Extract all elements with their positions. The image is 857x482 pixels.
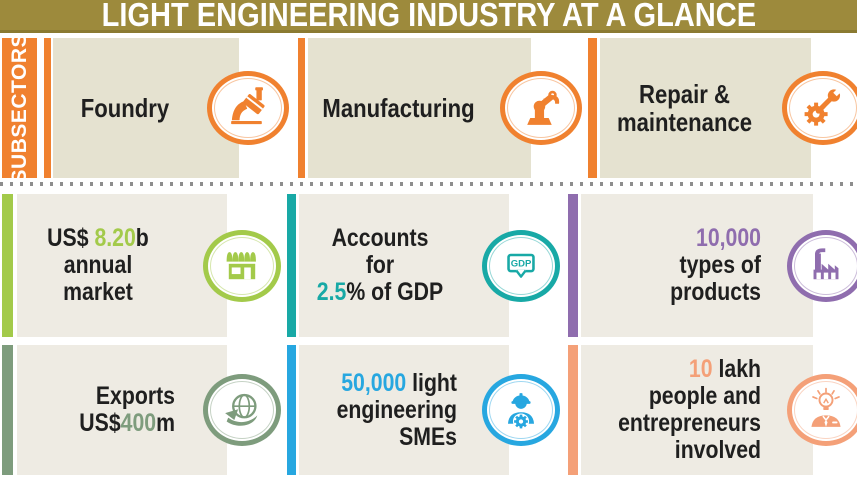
entrepreneur-idea-icon bbox=[787, 374, 857, 446]
stat-exports: Exports US$400m bbox=[2, 345, 281, 475]
stat-card: Accounts for 2.5% of GDP GDP bbox=[299, 194, 560, 337]
accent-stripe bbox=[287, 345, 296, 475]
subsector-label: Foundry bbox=[80, 93, 170, 123]
stat-line: engineering bbox=[336, 395, 457, 424]
stat-card: 10 lakh people and entrepreneurs involve… bbox=[581, 345, 857, 475]
stat-text: Accounts for 2.5% of GDP bbox=[303, 194, 457, 337]
subsector-label: Repair & maintenance bbox=[616, 79, 753, 137]
stat-line: people and bbox=[648, 382, 761, 410]
stat-line: 2.5% of GDP bbox=[316, 278, 444, 306]
stat-line: 10 lakh bbox=[688, 355, 761, 383]
stat-line: involved bbox=[674, 436, 761, 464]
subsector-foundry: Foundry bbox=[44, 38, 289, 178]
subsector-manufacturing: Manufacturing bbox=[298, 38, 582, 178]
stat-text: 50,000 light engineering SMEs bbox=[303, 345, 457, 475]
stat-value: 2.5 bbox=[316, 278, 347, 306]
accent-stripe bbox=[2, 345, 13, 475]
stat-people-involved: 10 lakh people and entrepreneurs involve… bbox=[568, 345, 857, 475]
storefront-icon bbox=[203, 229, 281, 302]
stat-smes: 50,000 light engineering SMEs bbox=[287, 345, 560, 475]
robot-arm-icon bbox=[500, 71, 582, 145]
subsector-repair-maintenance: Repair & maintenance bbox=[588, 38, 857, 178]
globe-export-arrow-icon bbox=[203, 374, 281, 446]
subsectors-vertical-label: SUBSECTORS bbox=[2, 33, 37, 183]
stat-text: 10,000 types of products bbox=[585, 194, 761, 337]
stat-line: products bbox=[670, 278, 761, 306]
stat-card: US$ 8.20b annual market bbox=[17, 194, 281, 337]
stat-line: types of bbox=[679, 251, 761, 279]
stat-line: US$ 8.20b bbox=[47, 224, 149, 252]
stat-line: Exports bbox=[95, 382, 175, 410]
stat-line: entrepreneurs bbox=[618, 409, 761, 437]
stat-line: US$400m bbox=[79, 409, 175, 437]
accent-stripe bbox=[2, 194, 13, 337]
stat-card: Exports US$400m bbox=[17, 345, 281, 475]
subsector-card: Manufacturing bbox=[308, 38, 582, 178]
foundry-ladle-icon bbox=[207, 71, 289, 145]
stat-card: 10,000 types of products bbox=[581, 194, 857, 337]
gdp-badge-icon: GDP bbox=[482, 229, 560, 302]
engineer-worker-icon bbox=[482, 374, 560, 446]
stat-line: annual market bbox=[63, 251, 133, 306]
stat-value: 10,000 bbox=[696, 224, 761, 252]
factory-icon bbox=[787, 229, 857, 302]
accent-stripe bbox=[287, 194, 296, 337]
stat-value: 10 bbox=[688, 355, 713, 383]
header-bar: LIGHT ENGINEERING INDUSTRY AT A GLANCE bbox=[0, 0, 857, 33]
stat-line: Accounts for bbox=[331, 224, 429, 279]
stat-text: 10 lakh people and entrepreneurs involve… bbox=[585, 345, 761, 475]
svg-text:GDP: GDP bbox=[511, 258, 532, 269]
stat-value: 400 bbox=[120, 409, 157, 437]
dotted-separator bbox=[0, 182, 857, 186]
stat-line: 50,000 light bbox=[341, 368, 457, 397]
page-title: LIGHT ENGINEERING INDUSTRY AT A GLANCE bbox=[101, 0, 756, 33]
subsector-card: Repair & maintenance bbox=[600, 38, 857, 178]
accent-stripe bbox=[568, 345, 578, 475]
stat-line: 10,000 bbox=[611, 225, 761, 252]
stat-gdp-share: Accounts for 2.5% of GDP GDP bbox=[287, 194, 560, 337]
stat-annual-market: US$ 8.20b annual market bbox=[2, 194, 281, 337]
stat-line: SMEs bbox=[399, 422, 457, 451]
accent-stripe bbox=[298, 38, 305, 178]
stat-value: 50,000 bbox=[341, 368, 407, 397]
accent-stripe bbox=[568, 194, 578, 337]
subsector-label: Manufacturing bbox=[322, 93, 475, 123]
stat-value: 8.20 bbox=[94, 224, 136, 252]
accent-stripe bbox=[44, 38, 51, 178]
stat-card: 50,000 light engineering SMEs bbox=[299, 345, 560, 475]
subsector-card: Foundry bbox=[53, 38, 289, 178]
stat-text: US$ 8.20b annual market bbox=[21, 194, 175, 337]
subsectors-label-text: SUBSECTORS bbox=[7, 32, 31, 184]
stat-product-types: 10,000 types of products bbox=[568, 194, 857, 337]
gear-wrench-icon bbox=[782, 71, 857, 145]
accent-stripe bbox=[588, 38, 597, 178]
stat-text: Exports US$400m bbox=[21, 345, 175, 475]
